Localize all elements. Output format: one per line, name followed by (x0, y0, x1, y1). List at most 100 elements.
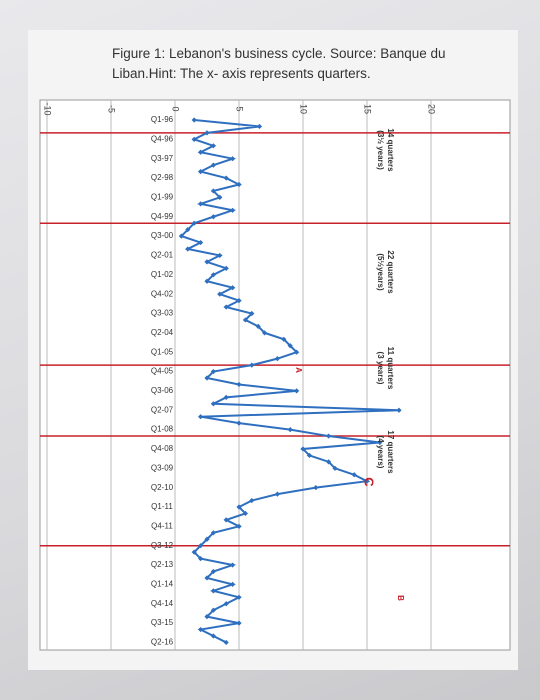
x-tick-label: Q2-04 (151, 328, 174, 337)
data-point (198, 556, 204, 562)
x-tick-label: Q2-01 (151, 251, 174, 260)
data-point (191, 117, 197, 123)
data-point (230, 285, 236, 291)
cycle-label: 11 quarters (386, 347, 395, 390)
data-point (217, 252, 223, 259)
data-point (191, 220, 197, 226)
x-tick-label: Q2-13 (151, 560, 174, 569)
x-tick-label: Q1-99 (151, 193, 174, 202)
data-point (217, 291, 223, 297)
data-point (262, 330, 268, 336)
caption: Figure 1: Lebanon's business cycle. Sour… (112, 46, 446, 81)
data-point (351, 472, 357, 478)
data-point (210, 188, 216, 194)
y-tick-label: -5 (107, 105, 117, 113)
x-tick-label: Q2-16 (151, 638, 174, 647)
data-point (236, 181, 242, 188)
data-point (191, 136, 197, 142)
data-point (210, 368, 216, 375)
data-point (198, 239, 204, 246)
point-label: B (396, 595, 405, 601)
data-point (204, 614, 210, 620)
caption-box: Figure 1: Lebanon's business cycle. Sour… (112, 46, 446, 81)
data-point (204, 536, 210, 542)
data-point (249, 497, 255, 504)
y-tick-label: 20 (427, 104, 437, 114)
x-tick-label: Q4-99 (151, 212, 174, 221)
cycle-label: 14 quarters (386, 128, 395, 172)
data-point (204, 278, 210, 284)
data-point (236, 420, 242, 426)
x-tick-label: Q3-12 (151, 541, 174, 550)
data-point (326, 433, 332, 439)
data-point (210, 143, 216, 149)
cycle-sublabel: (3 years) (376, 352, 385, 385)
data-point (236, 594, 242, 600)
data-point (230, 207, 236, 213)
data-point (274, 491, 280, 497)
x-tick-label: Q3-97 (151, 154, 174, 163)
data-point (178, 233, 184, 239)
data-point (236, 504, 242, 510)
x-tick-label: Q1-05 (151, 347, 174, 356)
data-point (294, 388, 300, 394)
data-point (210, 530, 216, 536)
data-point (242, 510, 248, 517)
data-point (198, 626, 204, 633)
plot-frame (39, 99, 511, 651)
data-point (274, 356, 280, 362)
data-point (287, 427, 293, 433)
x-tick-label: Q3-03 (151, 309, 174, 318)
data-point (185, 246, 191, 252)
cycle-sublabel: (3½ years) (376, 130, 385, 170)
data-point (223, 601, 229, 607)
data-point (255, 323, 261, 329)
x-tick-label: Q4-08 (151, 444, 174, 453)
cycle-sublabel: (5½years) (376, 253, 385, 291)
data-point (326, 459, 332, 465)
data-point (236, 298, 242, 304)
data-point (306, 452, 312, 458)
series-line (179, 119, 400, 644)
data-point (223, 639, 229, 646)
x-tick-label: Q4-14 (151, 599, 174, 608)
x-tick-label: Q3-15 (151, 618, 174, 627)
x-tick-label: Q1-08 (151, 425, 174, 434)
data-point (210, 214, 216, 220)
data-point (256, 123, 263, 130)
data-point (300, 446, 306, 452)
x-tick-label: Q2-10 (151, 483, 174, 492)
data-point (242, 317, 248, 323)
data-point (377, 439, 383, 446)
x-tick-label: Q4-96 (151, 134, 174, 143)
data-point (223, 517, 229, 523)
data-point (210, 633, 216, 639)
x-tick-label: Q1-02 (151, 270, 174, 279)
cycle-label: 17 quarters (386, 430, 395, 474)
x-tick-label: Q1-11 (151, 502, 173, 511)
data-point (313, 485, 319, 491)
data-point (210, 162, 216, 168)
x-tick-label: Q4-05 (151, 367, 174, 376)
data-point (210, 607, 216, 613)
data-point (287, 343, 293, 349)
y-tick-label: 15 (363, 104, 373, 114)
data-point (230, 581, 236, 587)
data-point (281, 336, 287, 342)
data-point (198, 414, 204, 420)
x-tick-label: Q3-09 (151, 463, 174, 472)
data-point (198, 149, 204, 155)
data-point (236, 620, 242, 626)
cycle-sublabel: (4 years) (376, 436, 385, 469)
data-point (223, 394, 229, 400)
y-tick-label: 10 (299, 104, 309, 114)
data-point (230, 156, 236, 162)
data-point (210, 401, 216, 407)
point-label: A (294, 367, 303, 373)
y-tick-label: 0 (171, 106, 181, 111)
data-point (249, 362, 255, 368)
data-point (210, 588, 216, 594)
data-point (185, 227, 191, 233)
y-tick-label: 5 (235, 106, 245, 111)
